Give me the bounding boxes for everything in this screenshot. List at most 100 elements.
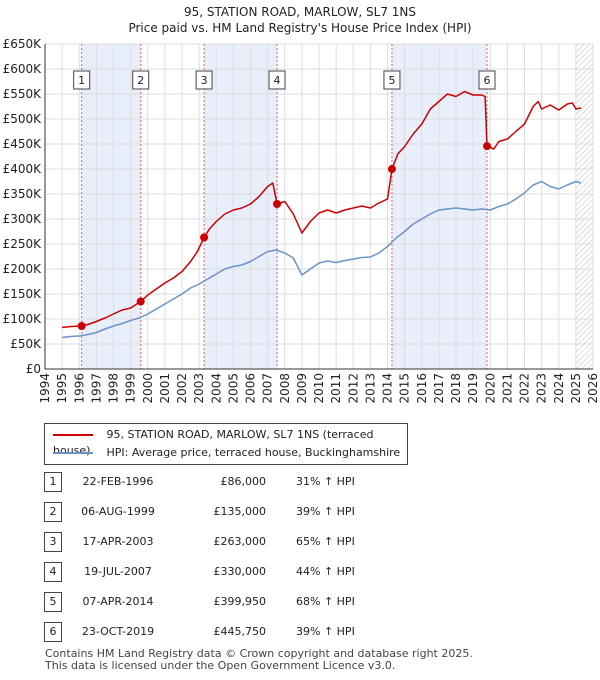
footer-copyright: Contains HM Land Registry data © Crown c…: [45, 647, 473, 660]
transaction-number: 5: [44, 592, 62, 612]
sale-label: 6: [483, 74, 490, 87]
transaction-date: 06-AUG-1999: [81, 505, 155, 518]
y-tick-label: £100K: [3, 312, 43, 326]
y-tick-label: £350K: [3, 187, 43, 201]
x-tick-label: 1997: [89, 373, 103, 404]
transaction-number: 1: [44, 472, 62, 492]
series-line-hpi: [62, 180, 582, 339]
transaction-hpi: 65% ↑ HPI: [296, 535, 355, 548]
x-tick-label: 2004: [209, 373, 223, 404]
sale-label: 2: [137, 74, 144, 87]
transaction-number: 6: [44, 622, 62, 642]
shaded-period: [204, 44, 278, 369]
y-tick-label: £0: [26, 362, 41, 376]
sale-point: [136, 297, 145, 306]
x-tick-label: 1994: [38, 373, 52, 404]
y-tick-label: £250K: [3, 237, 43, 251]
sale-label: 1: [78, 74, 85, 87]
y-tick-label: £550K: [3, 87, 43, 101]
x-tick-label: 2025: [569, 373, 583, 404]
transaction-hpi: 31% ↑ HPI: [296, 475, 355, 488]
x-tick-label: 2009: [295, 373, 309, 404]
sale-label-box: [195, 70, 213, 90]
sale-label: 4: [274, 74, 281, 87]
sale-point: [387, 165, 396, 174]
x-tick-label: 2006: [244, 373, 258, 404]
x-tick-label: 2020: [483, 373, 497, 404]
y-tick-label: £50K: [10, 337, 42, 351]
x-tick-label: 2021: [500, 373, 514, 404]
x-tick-label: 2011: [329, 373, 343, 404]
y-tick-label: £400K: [3, 162, 43, 176]
sale-point: [200, 233, 209, 242]
hatched-region: [575, 44, 593, 369]
x-tick-label: 2014: [381, 373, 395, 404]
price-chart: £0 £50K £100K £150K £200K £250K £300K £350K £400…: [3, 37, 600, 404]
transaction-date: 23-OCT-2019: [81, 625, 155, 638]
x-tick-label: 2013: [363, 373, 377, 404]
transaction-date: 17-APR-2003: [82, 535, 154, 548]
y-tick-label: £600K: [3, 62, 43, 76]
y-tick-label: £300K: [3, 212, 43, 226]
x-tick-label: 2010: [312, 373, 326, 404]
sale-point: [482, 142, 491, 151]
x-tick-label: 2023: [535, 373, 549, 404]
x-tick-label: 2003: [192, 373, 206, 404]
transaction-hpi: 39% ↑ HPI: [296, 625, 355, 638]
transaction-price: £399,950: [213, 595, 267, 608]
x-tick-label: 1998: [107, 373, 121, 404]
x-tick-label: 2026: [586, 373, 600, 404]
shaded-period: [391, 44, 487, 369]
transaction-number: 3: [44, 532, 62, 552]
x-tick-label: 2015: [398, 373, 412, 404]
transaction-price: £330,000: [213, 565, 267, 578]
legend-label-hpi: HPI: Average price, terraced house, Buck…: [106, 446, 401, 459]
legend-item-property: 95, STATION ROAD, MARLOW, SL7 1NS (terra…: [53, 427, 407, 457]
footer-licence: This data is licensed under the Open Gov…: [45, 659, 396, 672]
transaction-price: £263,000: [213, 535, 267, 548]
x-tick-label: 2019: [466, 373, 480, 404]
sale-point: [77, 322, 86, 330]
legend-swatch-property: [53, 434, 93, 436]
sale-label-box: [478, 70, 496, 90]
chart-title: 95, STATION ROAD, MARLOW, SL7 1NS: [183, 5, 417, 19]
transaction-date: 19-JUL-2007: [84, 565, 152, 578]
sale-label-box: [268, 70, 286, 90]
x-tick-label: 2024: [552, 373, 566, 404]
legend-item-hpi: HPI: Average price, terraced house, Buck…: [53, 445, 400, 461]
transaction-number: 4: [44, 562, 62, 582]
transaction-price: £445,750: [213, 625, 267, 638]
y-tick-label: £650K: [3, 37, 43, 51]
sale-label: 5: [388, 74, 395, 87]
transaction-hpi: 39% ↑ HPI: [296, 505, 355, 518]
x-tick-label: 2005: [226, 373, 240, 404]
y-tick-label: £500K: [3, 112, 43, 126]
x-tick-label: 1999: [124, 373, 138, 404]
x-tick-label: 2008: [278, 373, 292, 404]
transaction-date: 22-FEB-1996: [82, 475, 154, 488]
chart-legend: 95, STATION ROAD, MARLOW, SL7 1NS (terra…: [44, 423, 408, 465]
x-tick-label: 2016: [415, 373, 429, 404]
legend-swatch-hpi: [53, 452, 93, 454]
footer-attribution: Contains HM Land Registry data © Crown c…: [45, 648, 473, 672]
x-tick-label: 1995: [55, 373, 69, 404]
y-tick-label: £450K: [3, 137, 43, 151]
x-tick-label: 1996: [72, 373, 86, 404]
chart-subtitle: Price paid vs. HM Land Registry's House …: [128, 21, 472, 35]
sale-label-box: [132, 70, 150, 90]
sale-label-box: [383, 70, 401, 90]
series-line-property: [62, 90, 582, 329]
transaction-hpi: 44% ↑ HPI: [296, 565, 355, 578]
x-tick-label: 2018: [449, 373, 463, 404]
transaction-number: 2: [44, 502, 62, 522]
sale-label-box: [73, 70, 91, 90]
x-tick-label: 2007: [261, 373, 275, 404]
x-tick-label: 2000: [141, 373, 155, 404]
x-tick-label: 2022: [518, 373, 532, 404]
y-tick-label: £150K: [3, 287, 43, 301]
sale-label: 3: [201, 74, 208, 87]
x-tick-label: 2001: [158, 373, 172, 404]
transaction-price: £135,000: [213, 505, 267, 518]
y-tick-label: £200K: [3, 262, 43, 276]
x-tick-label: 2017: [432, 373, 446, 404]
